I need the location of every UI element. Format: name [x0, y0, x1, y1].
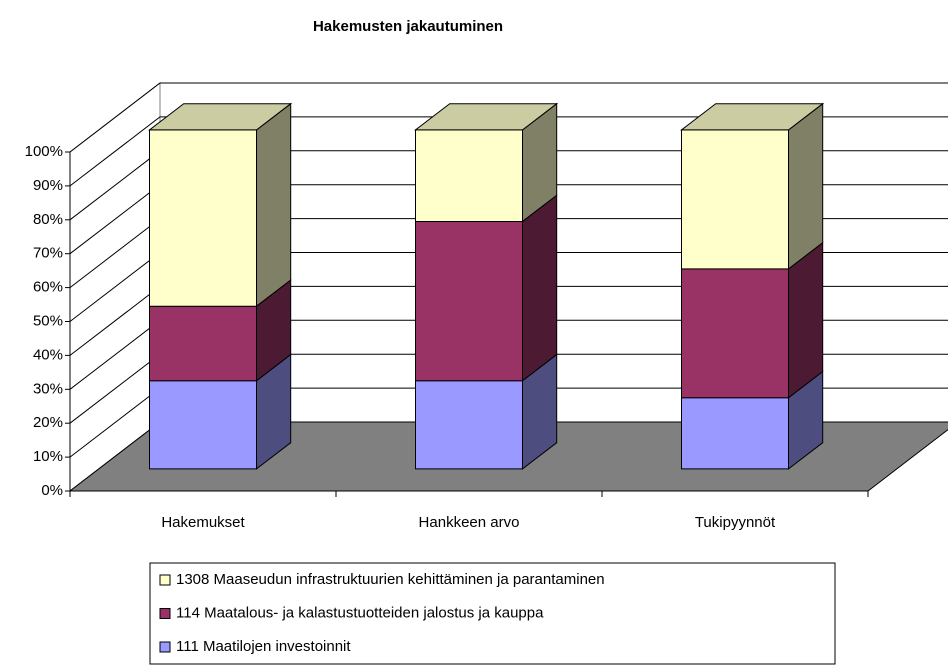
y-tick-label: 70%	[33, 245, 63, 262]
bar	[149, 129, 257, 307]
x-tick-label: Tukipyynnöt	[695, 514, 776, 531]
grid-line	[69, 82, 948, 153]
y-tick-label: 30%	[33, 380, 63, 397]
bar-top	[414, 103, 559, 131]
legend-swatch	[159, 574, 171, 586]
y-tick-label: 60%	[33, 279, 63, 296]
y-tick-label: 100%	[25, 143, 63, 160]
bar-top	[148, 103, 293, 131]
legend-swatch	[159, 608, 171, 619]
x-tick-label: Hakemukset	[161, 514, 245, 531]
legend-label: 1308 Maaseudun infrastruktuurien kehittä…	[176, 571, 605, 588]
chart-title: Hakemusten jakautuminen	[313, 18, 503, 35]
bar	[681, 397, 789, 470]
y-tick-label: 10%	[33, 448, 63, 465]
y-tick-label: 40%	[33, 346, 63, 363]
bar	[681, 129, 789, 270]
bar-top	[680, 103, 825, 131]
bar	[415, 380, 523, 470]
bar	[415, 129, 523, 222]
y-tick-label: 50%	[33, 312, 63, 329]
bar-side	[256, 102, 292, 308]
y-tick-label: 20%	[33, 414, 63, 431]
x-tick-label: Hankkeen arvo	[419, 514, 520, 531]
legend-label: 111 Maatilojen investoinnit	[176, 638, 351, 655]
bar	[149, 380, 257, 470]
bar-side	[788, 241, 824, 399]
y-tick-label: 0%	[41, 482, 63, 499]
bar-side	[522, 194, 558, 382]
bar	[149, 305, 257, 382]
legend-box	[149, 562, 836, 665]
y-tick-label: 80%	[33, 211, 63, 228]
bar	[681, 268, 789, 399]
legend-label: 114 Maatalous- ja kalastustuotteiden jal…	[176, 604, 544, 621]
bar-side	[788, 102, 824, 270]
y-tick-label: 90%	[33, 177, 63, 194]
bar	[415, 220, 523, 382]
grid-line	[69, 116, 948, 187]
legend-swatch	[159, 641, 171, 653]
